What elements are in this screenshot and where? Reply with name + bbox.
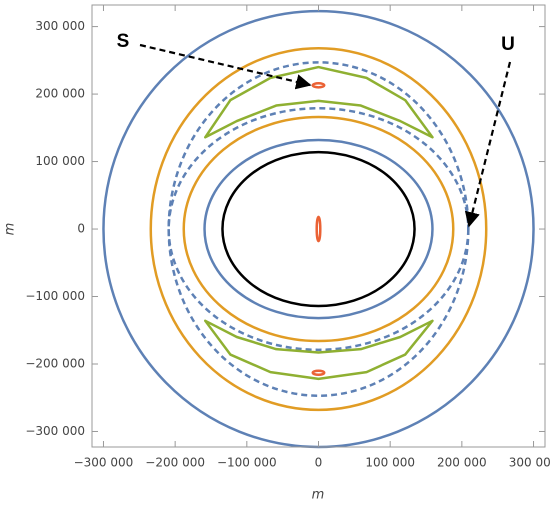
x-tick-label: 300 000 <box>509 456 550 470</box>
contour <box>203 138 434 320</box>
contour <box>315 215 322 243</box>
x-tick-label: −300 000 <box>74 456 134 470</box>
x-tick-label: 0 <box>315 456 323 470</box>
contour <box>204 65 434 139</box>
contour <box>182 115 455 343</box>
contour <box>311 82 326 89</box>
contour <box>221 150 416 308</box>
contour <box>311 369 326 377</box>
x-axis-label: m <box>312 488 325 503</box>
x-tick-label: −200 000 <box>145 456 205 470</box>
contour <box>167 106 470 352</box>
contour <box>149 46 488 412</box>
y-tick-label: 200 000 <box>35 87 85 101</box>
contour <box>167 61 470 397</box>
y-tick-label: −300 000 <box>25 424 85 438</box>
y-tick-label: −100 000 <box>25 289 85 303</box>
arrow <box>464 61 512 228</box>
x-tick-label: 200 000 <box>437 456 487 470</box>
contour <box>204 319 434 381</box>
annotation: S <box>117 31 130 52</box>
x-tick-label: −100 000 <box>217 456 277 470</box>
annotation: U <box>501 34 515 55</box>
plot-area <box>102 9 535 449</box>
y-axis-label: m <box>3 223 18 236</box>
y-tick-label: 100 000 <box>35 154 85 168</box>
y-tick-label: 0 <box>77 222 85 236</box>
frame <box>91 4 546 448</box>
arrow <box>139 43 312 90</box>
y-tick-label: −200 000 <box>25 356 85 370</box>
y-tick-label: 300 000 <box>35 19 85 33</box>
x-tick-label: 100 000 <box>365 456 415 470</box>
